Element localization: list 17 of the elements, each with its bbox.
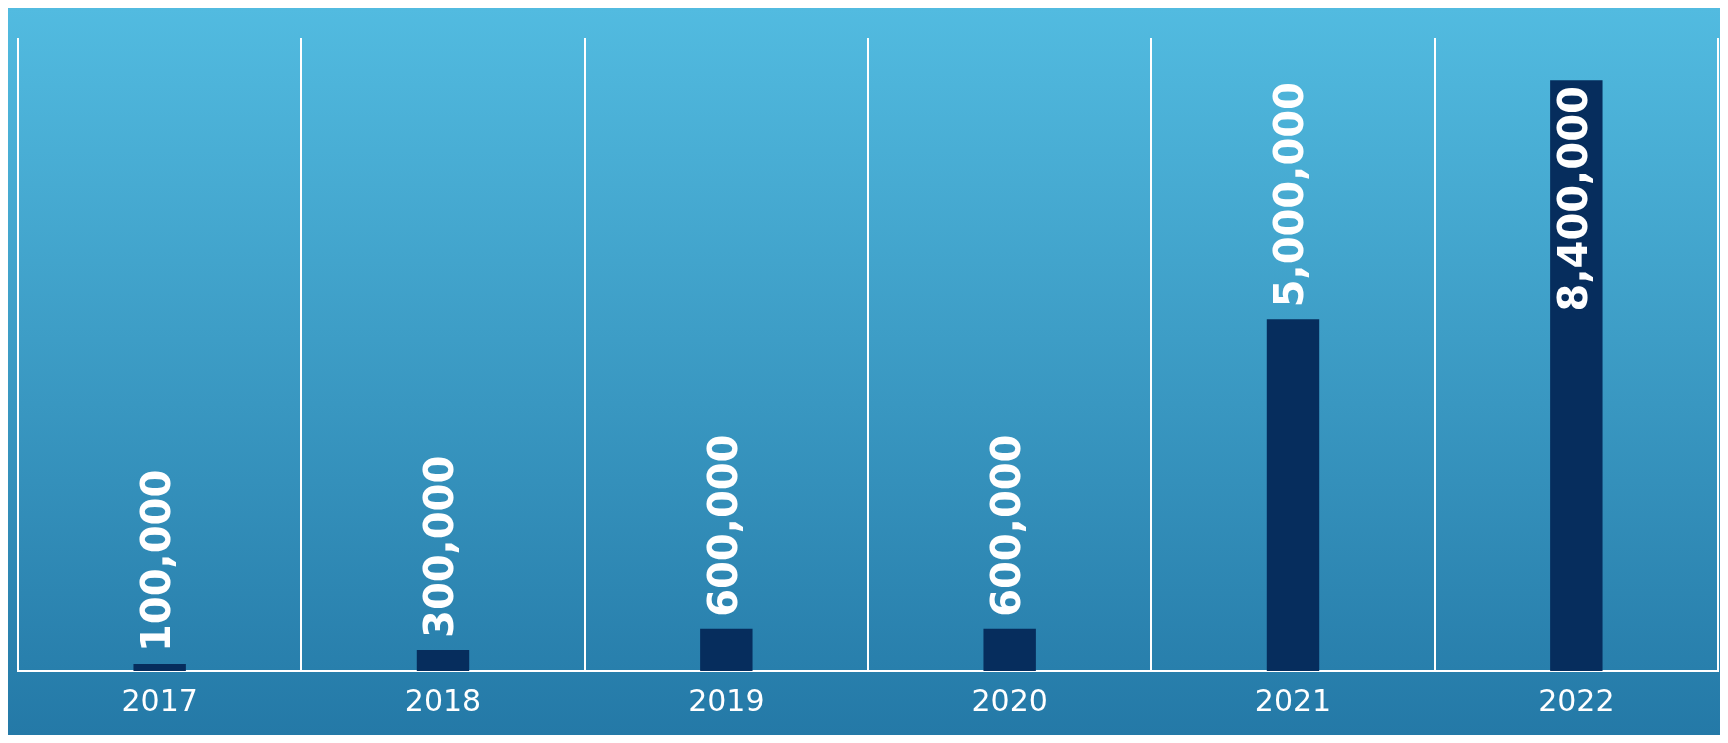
bar: [1266, 319, 1320, 671]
bar: [133, 663, 186, 671]
x-tick-label: 2020: [971, 682, 1048, 718]
data-label: 100,000: [133, 469, 180, 652]
data-label: 600,000: [983, 434, 1030, 617]
x-tick-label: 2017: [121, 682, 198, 718]
bar: [416, 649, 470, 671]
data-label: 300,000: [416, 455, 463, 638]
data-label: 8,400,000: [1549, 86, 1596, 312]
bar: [983, 628, 1036, 671]
x-tick-label: 2019: [688, 682, 765, 718]
x-tick-label: 2018: [404, 682, 482, 718]
data-label: 5,000,000: [1266, 82, 1313, 308]
x-tick-label: 2021: [1254, 682, 1332, 718]
bar: [700, 628, 753, 671]
data-label: 600,000: [699, 434, 746, 617]
x-tick-label: 2022: [1538, 682, 1615, 718]
